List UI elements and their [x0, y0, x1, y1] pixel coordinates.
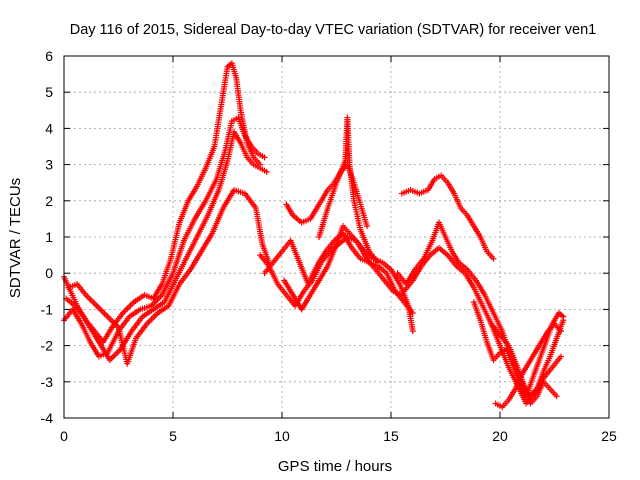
series-arc-15 — [492, 320, 565, 411]
plot-frame — [63, 55, 610, 419]
x-axis-label: GPS time / hours — [278, 458, 392, 475]
series-arc-9 — [316, 114, 381, 266]
y-tick-label: 1 — [45, 229, 53, 245]
series-arc-2 — [61, 114, 268, 360]
y-tick-label: 5 — [45, 84, 53, 100]
data-point — [364, 223, 371, 230]
y-tick-label: -3 — [41, 374, 54, 390]
series-arc-14 — [488, 320, 560, 407]
series-arc-7 — [281, 223, 405, 313]
x-tick-label: 20 — [492, 428, 508, 444]
series-arc-4 — [65, 186, 272, 367]
y-tick-label: -1 — [41, 301, 54, 317]
x-tick-label: 15 — [383, 428, 399, 444]
data-point — [263, 168, 270, 175]
tick-labels: 0 5 10 15 20 25 -4 -3 -2 -1 0 1 2 3 4 5 6 — [41, 48, 617, 444]
y-tick-label: 0 — [45, 265, 53, 281]
x-tick-label: 10 — [274, 428, 290, 444]
data-point — [560, 313, 567, 320]
data-point — [409, 328, 416, 335]
y-tick-label: 6 — [45, 48, 53, 64]
data-markers — [61, 60, 567, 411]
data-point — [409, 310, 416, 317]
data-point — [261, 154, 268, 161]
data-point — [558, 353, 565, 360]
x-tick-label: 0 — [60, 428, 68, 444]
chart-title: Day 116 of 2015, Sidereal Day-to-day VTE… — [70, 22, 597, 38]
series-arc-10 — [398, 172, 497, 262]
y-tick-label: 4 — [45, 120, 53, 136]
data-point — [553, 393, 560, 400]
y-tick-label: -4 — [41, 410, 54, 426]
y-tick-label: -2 — [41, 338, 54, 354]
series-arc-3 — [63, 129, 270, 364]
data-point — [490, 255, 497, 262]
data-point — [398, 291, 405, 298]
x-tick-label: 5 — [169, 428, 177, 444]
y-tick-label: 2 — [45, 193, 53, 209]
y-axis-label: SDTVAR / TECUs — [7, 178, 24, 298]
x-tick-label: 25 — [601, 428, 617, 444]
data-point — [558, 328, 565, 335]
y-tick-label: 3 — [45, 157, 53, 173]
data-point — [374, 259, 381, 266]
